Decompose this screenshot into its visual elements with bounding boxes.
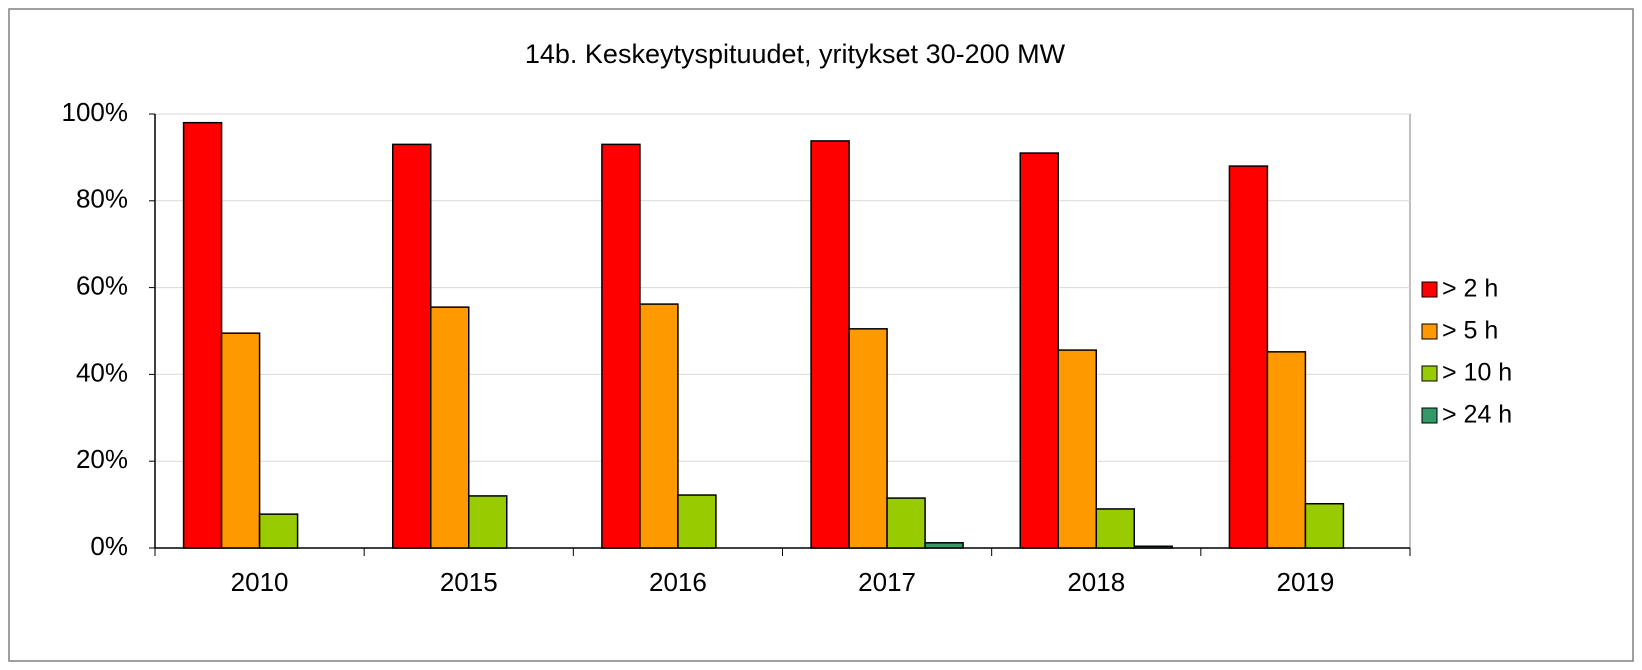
bar	[430, 306, 470, 549]
legend-label: > 10 h	[1442, 359, 1512, 387]
bar	[1095, 508, 1135, 549]
x-tick-label: 2015	[440, 567, 498, 597]
y-tick-label: 40%	[76, 357, 128, 387]
x-tick-label: 2019	[1276, 567, 1334, 597]
y-tick-label: 60%	[76, 270, 128, 300]
y-tick-label: 100%	[62, 97, 129, 127]
bar	[220, 332, 261, 549]
legend-label: > 5 h	[1442, 317, 1498, 345]
legend-swatch	[1421, 407, 1438, 424]
x-tick-label: 2017	[858, 567, 916, 597]
legend-swatch	[1421, 281, 1438, 298]
legend-swatch	[1421, 365, 1438, 382]
bar	[886, 497, 926, 549]
legend-label: > 24 h	[1442, 401, 1512, 429]
bar	[848, 328, 888, 549]
bar	[639, 303, 679, 549]
bar	[677, 494, 717, 549]
legend-swatch	[1421, 323, 1438, 340]
y-tick-label: 20%	[76, 444, 128, 474]
x-tick-label: 2016	[649, 567, 707, 597]
bar	[601, 143, 641, 549]
bar	[258, 513, 299, 549]
bar	[1133, 545, 1173, 549]
bar	[1057, 349, 1097, 549]
x-tick-label: 2010	[231, 567, 289, 597]
bar	[810, 140, 850, 549]
bar	[1228, 165, 1269, 549]
bar	[1019, 152, 1059, 549]
x-tick-label: 2018	[1067, 567, 1125, 597]
bar	[924, 542, 964, 549]
bar	[1304, 502, 1345, 549]
y-tick-label: 80%	[76, 184, 128, 214]
bar	[182, 121, 223, 549]
legend-label: > 2 h	[1442, 275, 1498, 303]
bar	[468, 495, 508, 549]
chart-title: 14b. Keskeytyspituudet, yritykset 30-200…	[525, 39, 1066, 69]
bar	[392, 143, 432, 549]
y-tick-label: 0%	[90, 531, 128, 561]
bar	[1266, 351, 1307, 549]
